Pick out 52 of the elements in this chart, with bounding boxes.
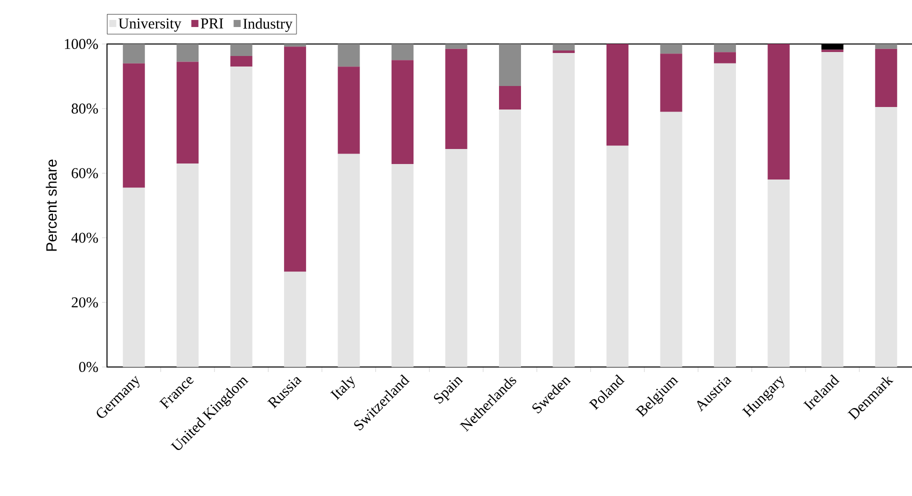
bar: [499, 44, 522, 86]
bar: [714, 44, 736, 52]
bar: [875, 48, 898, 107]
bar: [392, 60, 414, 164]
bar: [552, 50, 575, 54]
bar: [284, 272, 306, 367]
bar: [499, 110, 522, 367]
bar: [338, 66, 360, 154]
y-tick-label: 60%: [72, 168, 98, 178]
bar: [230, 44, 252, 56]
bar: [338, 44, 360, 67]
bar: [606, 146, 628, 367]
bar: [660, 112, 682, 367]
y-tick-label: 0%: [79, 362, 98, 372]
bar: [768, 44, 790, 180]
bar: [445, 44, 468, 49]
bar: [768, 180, 790, 367]
y-tick-label: 20%: [72, 297, 98, 308]
bar: [338, 154, 360, 367]
y-tick-label: 100%: [64, 38, 98, 50]
bar: [714, 52, 736, 64]
bar: [284, 46, 306, 272]
bar: [392, 164, 414, 367]
bar: [122, 188, 145, 367]
bar: [552, 44, 575, 50]
bar: [606, 44, 628, 146]
bar: [552, 53, 575, 367]
bar: [445, 148, 468, 367]
legend-label: University: [118, 18, 182, 32]
x-tick-label: Italy: [330, 376, 355, 400]
bar: [499, 86, 522, 110]
bar: [821, 52, 844, 367]
bar: [875, 44, 898, 49]
bar: [122, 63, 145, 188]
y-tick-label: 40%: [71, 232, 98, 243]
bar: [660, 54, 682, 112]
bar: [284, 44, 306, 47]
y-tick-label: 80%: [72, 104, 98, 114]
bar: [445, 48, 468, 149]
bar: [230, 56, 252, 67]
bar: [122, 44, 145, 64]
bar: [392, 44, 414, 60]
bar: [230, 66, 252, 367]
bar: [875, 106, 898, 367]
bar: [176, 164, 199, 367]
bar: [176, 44, 199, 62]
legend-label: Industry: [243, 18, 292, 32]
bar: [714, 63, 736, 367]
y-axis-title: Percent share: [46, 160, 57, 251]
bar: [176, 62, 199, 164]
bar: [660, 44, 682, 54]
legend-label: PRI: [200, 18, 224, 28]
